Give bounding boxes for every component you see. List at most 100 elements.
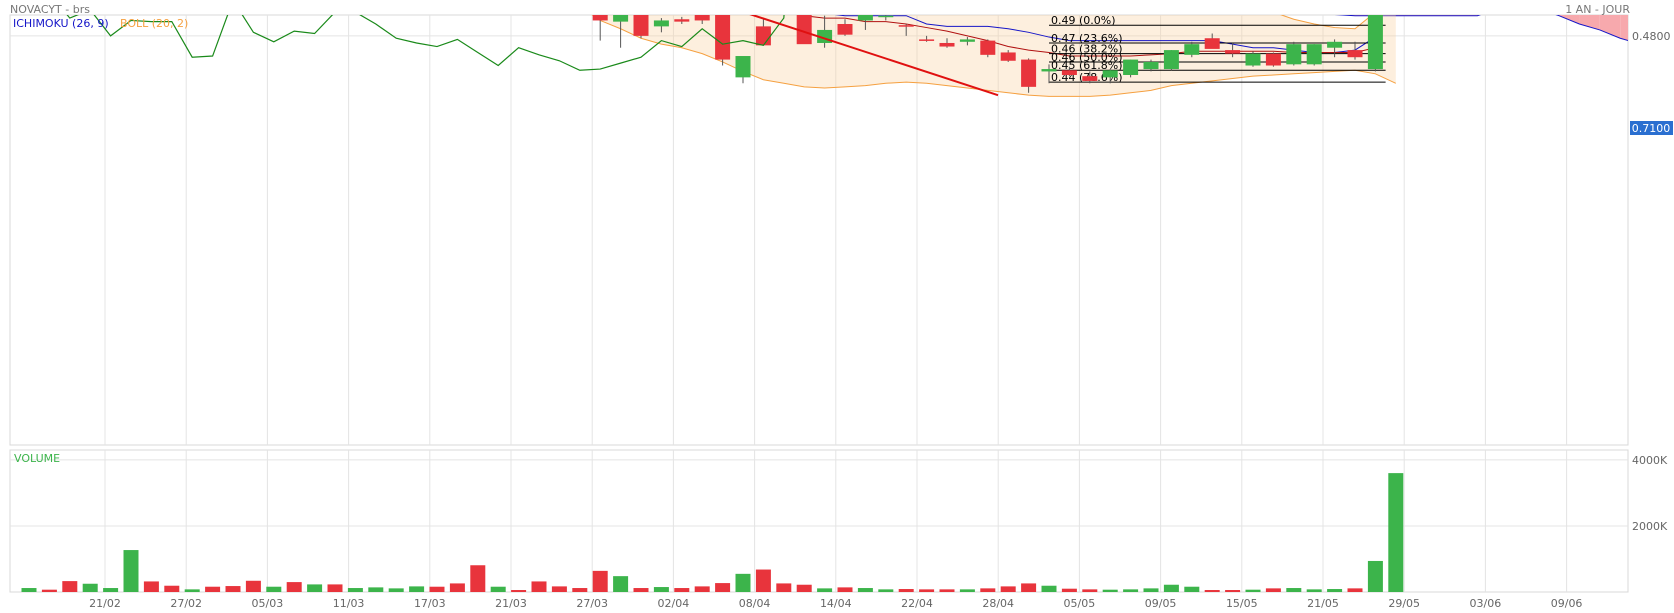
- x-tick-label: 22/04: [901, 597, 933, 610]
- volume-bar: [633, 588, 649, 592]
- x-tick-label: 21/02: [89, 597, 121, 610]
- boll-band-fill: [592, 15, 1396, 97]
- fibo-label: 0.47 (23.6%): [1051, 32, 1123, 45]
- candle-up: [1245, 53, 1261, 66]
- volume-bar: [980, 588, 996, 592]
- candle-down: [674, 19, 690, 22]
- volume-bar: [449, 583, 465, 592]
- volume-bar: [1327, 589, 1343, 592]
- candle-down: [592, 15, 608, 21]
- volume-bar: [857, 588, 873, 592]
- candle-down: [1082, 76, 1098, 81]
- volume-bar: [653, 587, 669, 592]
- candle-down: [1265, 53, 1281, 66]
- volume-bar: [755, 569, 771, 592]
- candle-down: [1021, 59, 1037, 87]
- volume-bar: [1163, 584, 1179, 592]
- volume-bar: [327, 584, 343, 592]
- volume-bars: [21, 473, 1404, 592]
- last-price-badge: 0.7100: [1630, 121, 1673, 135]
- legend-ichimoku[interactable]: ICHIMOKU (26, 9): [13, 17, 109, 30]
- volume-bar: [164, 585, 180, 592]
- candle-up: [1286, 44, 1302, 65]
- last-price-text: 0.7100: [1632, 122, 1671, 135]
- candle-up: [1041, 69, 1057, 72]
- x-tick-label: 03/06: [1470, 597, 1502, 610]
- candle-down: [1000, 52, 1016, 61]
- cloud-segment: [1620, 15, 1628, 41]
- volume-bar: [674, 588, 690, 592]
- candle-down: [1204, 38, 1220, 49]
- volume-bar: [796, 584, 812, 592]
- volume-bar: [205, 586, 221, 592]
- candle-down: [755, 26, 771, 46]
- volume-bar: [41, 589, 57, 592]
- volume-bar: [939, 589, 955, 592]
- volume-bar: [1204, 590, 1220, 592]
- x-tick-label: 21/05: [1307, 597, 1339, 610]
- volume-bar: [837, 587, 853, 592]
- x-tick-label: 28/04: [982, 597, 1014, 610]
- volume-bar: [307, 584, 323, 592]
- volume-bar: [1306, 589, 1322, 592]
- volume-bar: [388, 588, 404, 592]
- x-tick-label: 05/03: [252, 597, 284, 610]
- candle-down: [980, 40, 996, 55]
- downtrend-line: [749, 15, 999, 97]
- candle-down: [694, 15, 710, 21]
- x-tick-label: 11/03: [333, 597, 365, 610]
- volume-bar: [878, 589, 894, 592]
- boll-lower-line: [591, 15, 1397, 97]
- x-tick-label: 27/02: [170, 597, 202, 610]
- volume-bar: [245, 580, 261, 592]
- candle-up: [878, 15, 894, 18]
- volume-bar: [959, 589, 975, 592]
- volume-bar: [347, 588, 363, 592]
- candle-down: [715, 15, 731, 60]
- candle-down: [633, 15, 649, 36]
- volume-tick-label: 2000K: [1632, 520, 1668, 533]
- x-tick-label: 08/04: [739, 597, 771, 610]
- volume-bar: [735, 573, 751, 592]
- volume-bar: [1367, 560, 1383, 592]
- volume-bar: [1082, 589, 1098, 592]
- candle-down: [837, 24, 853, 35]
- volume-bar: [123, 550, 139, 592]
- chart-title: NOVACYT - brs: [10, 3, 90, 16]
- volume-label: VOLUME: [14, 452, 60, 465]
- volume-bar: [1184, 586, 1200, 592]
- volume-bar: [103, 588, 119, 592]
- volume-bar: [1225, 590, 1241, 592]
- period-label[interactable]: 1 AN - JOUR: [1565, 3, 1630, 16]
- candle-down: [939, 42, 955, 47]
- volume-bar: [1143, 588, 1159, 592]
- volume-bar: [225, 586, 241, 592]
- grid-lines: [9, 14, 1629, 593]
- volume-bar: [1102, 589, 1118, 592]
- candle-up: [1367, 15, 1383, 70]
- candle-up: [1184, 44, 1200, 55]
- y-tick-label: 0.4800: [1632, 30, 1671, 43]
- fibo-label: 0.45 (61.8%): [1051, 59, 1123, 72]
- volume-bar: [82, 583, 98, 592]
- volume-bar: [776, 583, 792, 592]
- x-tick-label: 21/03: [495, 597, 527, 610]
- candle-up: [735, 56, 751, 78]
- candle-up: [1327, 41, 1343, 48]
- volume-bar: [613, 576, 629, 592]
- candle-up: [1102, 70, 1118, 78]
- volume-bar: [817, 588, 833, 592]
- candle-up: [1306, 44, 1322, 65]
- axes: 0.80000.76000.72000.68000.64000.60000.56…: [89, 30, 1671, 610]
- candle-down: [1225, 50, 1241, 54]
- volume-bar: [898, 589, 914, 592]
- volume-bar: [470, 565, 486, 592]
- x-tick-label: 09/06: [1551, 597, 1583, 610]
- candle-down: [919, 39, 935, 41]
- volume-bar: [592, 570, 608, 592]
- candle-up: [613, 15, 629, 22]
- legend-boll[interactable]: BOLL (20, 2): [120, 17, 188, 30]
- volume-bar: [1021, 583, 1037, 592]
